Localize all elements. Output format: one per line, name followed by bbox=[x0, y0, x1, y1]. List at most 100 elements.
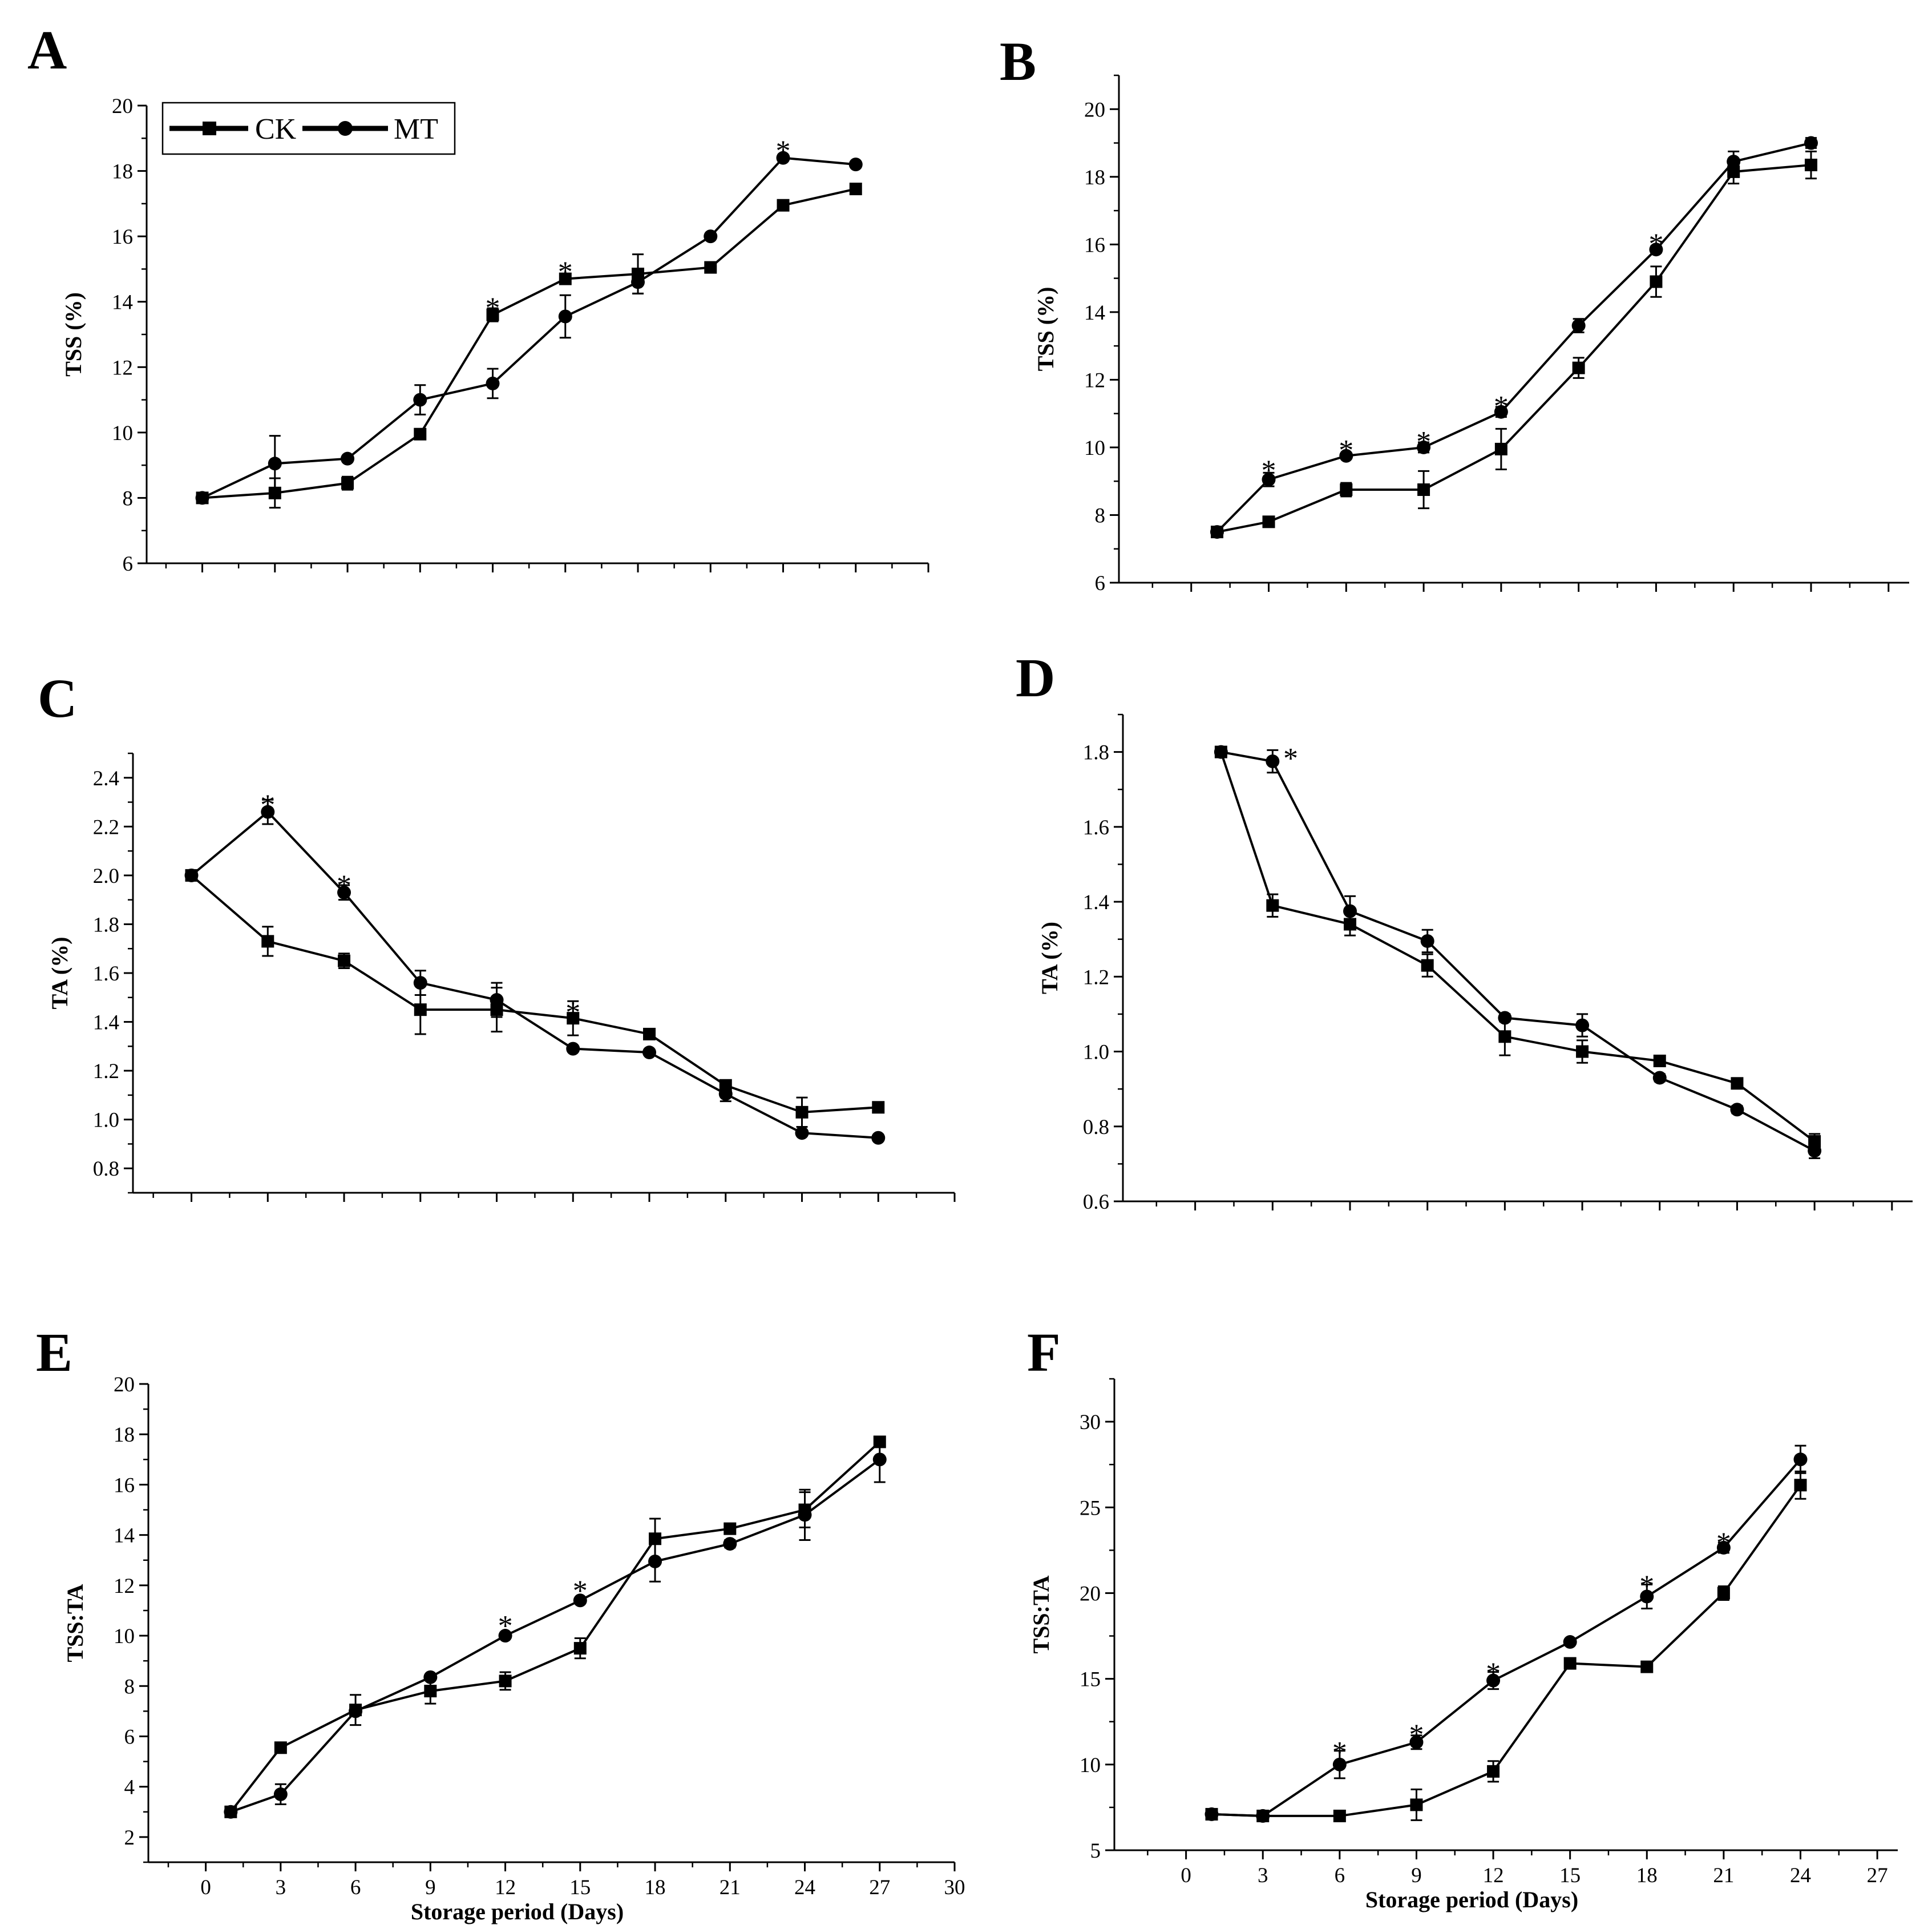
data-point-square bbox=[499, 1674, 512, 1688]
data-point-circle bbox=[1640, 1589, 1654, 1604]
data-point-circle bbox=[704, 229, 718, 244]
data-point-square bbox=[414, 427, 427, 441]
x-tick-label: 0 bbox=[1181, 1864, 1191, 1887]
y-axis-title: TSS (%) bbox=[1033, 287, 1058, 372]
data-point-square bbox=[1808, 1135, 1821, 1148]
data-point-square bbox=[567, 1012, 580, 1025]
y-tick-label: 18 bbox=[114, 1423, 135, 1447]
y-tick-label: 30 bbox=[1080, 1411, 1101, 1434]
data-point-square bbox=[261, 935, 274, 948]
data-point-circle bbox=[273, 1787, 288, 1801]
data-point-circle bbox=[1494, 405, 1508, 419]
series-line-ck bbox=[191, 874, 879, 1113]
y-tick-label: 2.0 bbox=[93, 865, 119, 888]
data-point-circle bbox=[1498, 1011, 1512, 1025]
y-tick-label: 25 bbox=[1080, 1496, 1101, 1520]
y-axis-title: TSS:TA bbox=[1028, 1575, 1054, 1653]
data-point-circle bbox=[1266, 754, 1280, 769]
y-tick-label: 12 bbox=[112, 356, 133, 380]
data-point-square bbox=[414, 1003, 427, 1016]
data-point-square bbox=[338, 954, 351, 967]
y-tick-label: 14 bbox=[112, 291, 133, 314]
data-point-circle bbox=[1409, 1735, 1424, 1749]
y-tick-label: 1.6 bbox=[1083, 816, 1109, 840]
legend-label-ck: CK bbox=[255, 113, 297, 146]
data-point-square bbox=[559, 272, 572, 285]
data-point-square bbox=[1417, 483, 1430, 497]
series-line-ck bbox=[202, 188, 856, 499]
data-point-square bbox=[1262, 515, 1275, 528]
data-point-circle bbox=[573, 1593, 587, 1608]
data-point-circle bbox=[795, 1126, 809, 1140]
data-point-square bbox=[1266, 899, 1279, 912]
y-tick-label: 1.6 bbox=[93, 962, 119, 986]
y-tick-label: 6 bbox=[123, 552, 134, 576]
data-point-circle bbox=[1420, 934, 1434, 948]
y-tick-label: 10 bbox=[1080, 1754, 1101, 1777]
data-point-circle bbox=[1214, 745, 1228, 759]
data-point-square bbox=[486, 308, 499, 321]
data-point-square bbox=[1805, 159, 1818, 172]
data-point-circle bbox=[1343, 904, 1357, 918]
data-point-circle bbox=[337, 885, 351, 899]
x-axis-title: Storage period (Days) bbox=[1365, 1887, 1578, 1912]
series-mt bbox=[195, 151, 863, 505]
legend-marker-circle bbox=[338, 121, 353, 136]
data-point-circle bbox=[195, 491, 209, 505]
data-point-square bbox=[849, 183, 862, 196]
data-point-square bbox=[341, 477, 354, 490]
data-point-circle bbox=[261, 805, 275, 819]
panel-letter: B bbox=[1000, 31, 1036, 92]
data-point-circle bbox=[558, 309, 572, 324]
x-tick-label: 12 bbox=[1483, 1864, 1504, 1887]
data-point-circle bbox=[871, 1131, 886, 1145]
significance-star: * bbox=[1648, 228, 1663, 260]
significance-star: * bbox=[260, 789, 275, 822]
data-point-circle bbox=[413, 976, 427, 990]
panel-letter: D bbox=[1016, 647, 1055, 708]
y-tick-label: 12 bbox=[1084, 369, 1105, 392]
data-point-circle bbox=[1804, 136, 1818, 150]
significance-star: * bbox=[573, 1575, 588, 1607]
data-point-square bbox=[1650, 275, 1663, 288]
significance-star: * bbox=[1339, 434, 1353, 467]
data-point-square bbox=[1576, 1045, 1589, 1058]
x-tick-label: 3 bbox=[1258, 1864, 1268, 1887]
y-tick-label: 15 bbox=[1080, 1668, 1101, 1692]
data-point-circle bbox=[848, 158, 863, 172]
y-tick-label: 1.2 bbox=[93, 1060, 119, 1083]
x-tick-label: 15 bbox=[569, 1876, 591, 1899]
data-point-square bbox=[1794, 1479, 1807, 1492]
data-point-circle bbox=[1652, 1071, 1667, 1085]
data-point-circle bbox=[1339, 449, 1353, 463]
y-tick-label: 14 bbox=[114, 1524, 135, 1548]
x-tick-label: 3 bbox=[276, 1876, 286, 1899]
y-tick-label: 18 bbox=[1084, 166, 1105, 189]
series-line-mt bbox=[230, 1458, 880, 1813]
data-point-circle bbox=[631, 275, 645, 289]
data-point-circle bbox=[1486, 1673, 1501, 1688]
x-tick-label: 24 bbox=[1790, 1864, 1811, 1887]
y-axis-title: TSS (%) bbox=[60, 292, 86, 377]
legend: CK MT bbox=[161, 102, 456, 155]
data-point-square bbox=[268, 486, 281, 499]
panel-c: C 0.8 1.0 1.2 1.4 1.6 1.8 2.0 2.2 2.4 TA (%) * * * bbox=[38, 668, 956, 1202]
y-tick-label: 2.4 bbox=[93, 767, 119, 790]
x-tick-label: 24 bbox=[794, 1876, 815, 1899]
x-tick-label: 6 bbox=[350, 1876, 361, 1899]
significance-star: * bbox=[558, 256, 573, 288]
panel-letter: A bbox=[27, 19, 67, 80]
series-mt bbox=[1205, 1444, 1808, 1823]
series-mt bbox=[1210, 136, 1818, 539]
y-tick-label: 8 bbox=[1095, 504, 1106, 527]
data-point-square bbox=[1421, 959, 1434, 972]
data-point-circle bbox=[872, 1452, 887, 1467]
data-point-square bbox=[643, 1027, 656, 1040]
y-axis-title: TA (%) bbox=[1037, 922, 1062, 994]
series-ck bbox=[196, 183, 862, 509]
significance-star: * bbox=[486, 292, 500, 324]
y-tick-label: 0.6 bbox=[1083, 1190, 1109, 1214]
y-tick-label: 20 bbox=[1080, 1582, 1101, 1605]
data-point-circle bbox=[798, 1508, 812, 1522]
y-tick-label: 0.8 bbox=[93, 1157, 119, 1181]
